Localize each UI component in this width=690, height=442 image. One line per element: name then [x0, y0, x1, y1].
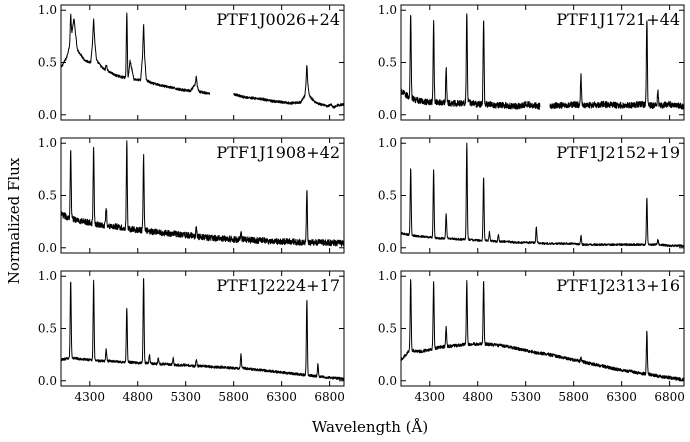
panels-group: 0.0 0.5 1.0 PTF1J0026+24 0.0 0.5 1.0 PTF1J1721+…: [38, 3, 685, 404]
y-tick-label: 0.5: [378, 189, 397, 203]
y-tick-label: 0.0: [378, 374, 397, 388]
x-tick-label: 4800: [122, 390, 153, 404]
panel-title: PTF1J2313+16: [556, 276, 680, 295]
x-tick-label: 6300: [606, 390, 637, 404]
y-tick-label: 0.0: [378, 108, 397, 122]
panel-title: PTF1J1721+44: [556, 10, 680, 29]
y-tick-label: 0.0: [38, 374, 57, 388]
x-axis-label: Wavelength (Å): [312, 418, 428, 436]
y-tick-label: 0.0: [38, 241, 57, 255]
y-tick-label: 0.5: [38, 189, 57, 203]
panel-title: PTF1J0026+24: [216, 10, 340, 29]
y-tick-label: 0.0: [38, 108, 57, 122]
x-tick-label: 5800: [558, 390, 589, 404]
x-tick-label: 5300: [510, 390, 541, 404]
x-tick-label: 6800: [654, 390, 685, 404]
spectrum-line: [61, 278, 344, 381]
spectrum-line: [61, 12, 344, 109]
y-tick-label: 1.0: [378, 136, 397, 150]
y-tick-label: 1.0: [378, 269, 397, 283]
panel-2: 0.0 0.5 1.0 PTF1J1721+44: [378, 3, 685, 122]
y-tick-label: 0.5: [38, 322, 57, 336]
panel-title: PTF1J2152+19: [556, 143, 680, 162]
panel-1: 0.0 0.5 1.0 PTF1J0026+24: [38, 3, 345, 122]
y-tick-label: 0.5: [378, 56, 397, 70]
x-tick-label: 5300: [170, 390, 201, 404]
y-tick-label: 1.0: [378, 3, 397, 17]
panel-6: 0.0 0.5 1.0 4300 4800 5300 5800 6300 6800 PTF1J23…: [378, 269, 685, 404]
spectrum-line: [401, 142, 684, 248]
x-tick-label: 6800: [314, 390, 345, 404]
panel-3: 0.0 0.5 1.0 PTF1J1908+42: [38, 136, 345, 255]
y-tick-label: 1.0: [38, 3, 57, 17]
panel-title: PTF1J2224+17: [216, 276, 340, 295]
panel-4: 0.0 0.5 1.0 PTF1J2152+19: [378, 136, 685, 255]
y-tick-label: 0.5: [378, 322, 397, 336]
x-tick-label: 4300: [75, 390, 106, 404]
x-tick-label: 4800: [462, 390, 493, 404]
x-tick-label: 5800: [218, 390, 249, 404]
y-tick-label: 1.0: [38, 269, 57, 283]
panel-title: PTF1J1908+42: [216, 143, 340, 162]
spectrum-line: [401, 279, 684, 382]
spectrum-line: [61, 140, 344, 247]
x-tick-label: 6300: [266, 390, 297, 404]
y-tick-label: 0.0: [378, 241, 397, 255]
spectrum-line: [401, 13, 684, 110]
y-axis-label: Normalized Flux: [5, 157, 23, 284]
panel-5: 0.0 0.5 1.0 4300 4800 5300 5800 6300 6800 PTF1J22…: [38, 269, 345, 404]
y-tick-label: 1.0: [38, 136, 57, 150]
y-tick-label: 0.5: [38, 56, 57, 70]
x-tick-label: 4300: [415, 390, 446, 404]
